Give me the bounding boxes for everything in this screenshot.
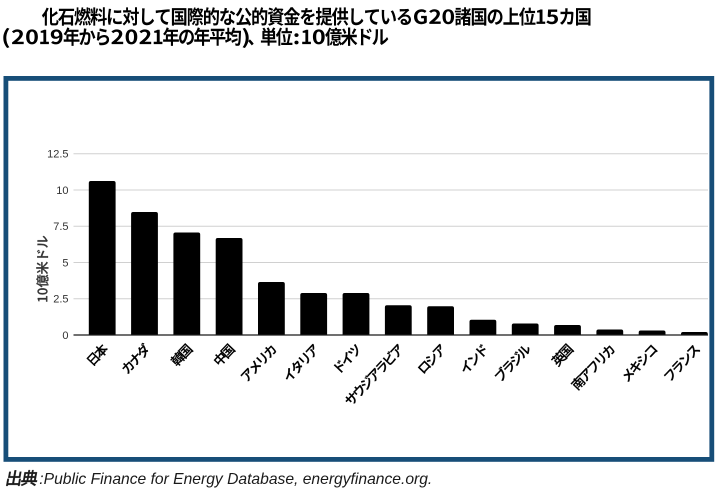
svg-text:0: 0 — [62, 330, 68, 342]
svg-text:2.5: 2.5 — [53, 294, 68, 306]
svg-text::Public Finance for Energy Dat: :Public Finance for Energy Database, ene… — [39, 471, 432, 488]
svg-text:12.5: 12.5 — [47, 149, 68, 161]
svg-text:5: 5 — [62, 257, 68, 269]
svg-text:7.5: 7.5 — [53, 221, 68, 233]
svg-text:10: 10 — [56, 185, 68, 197]
